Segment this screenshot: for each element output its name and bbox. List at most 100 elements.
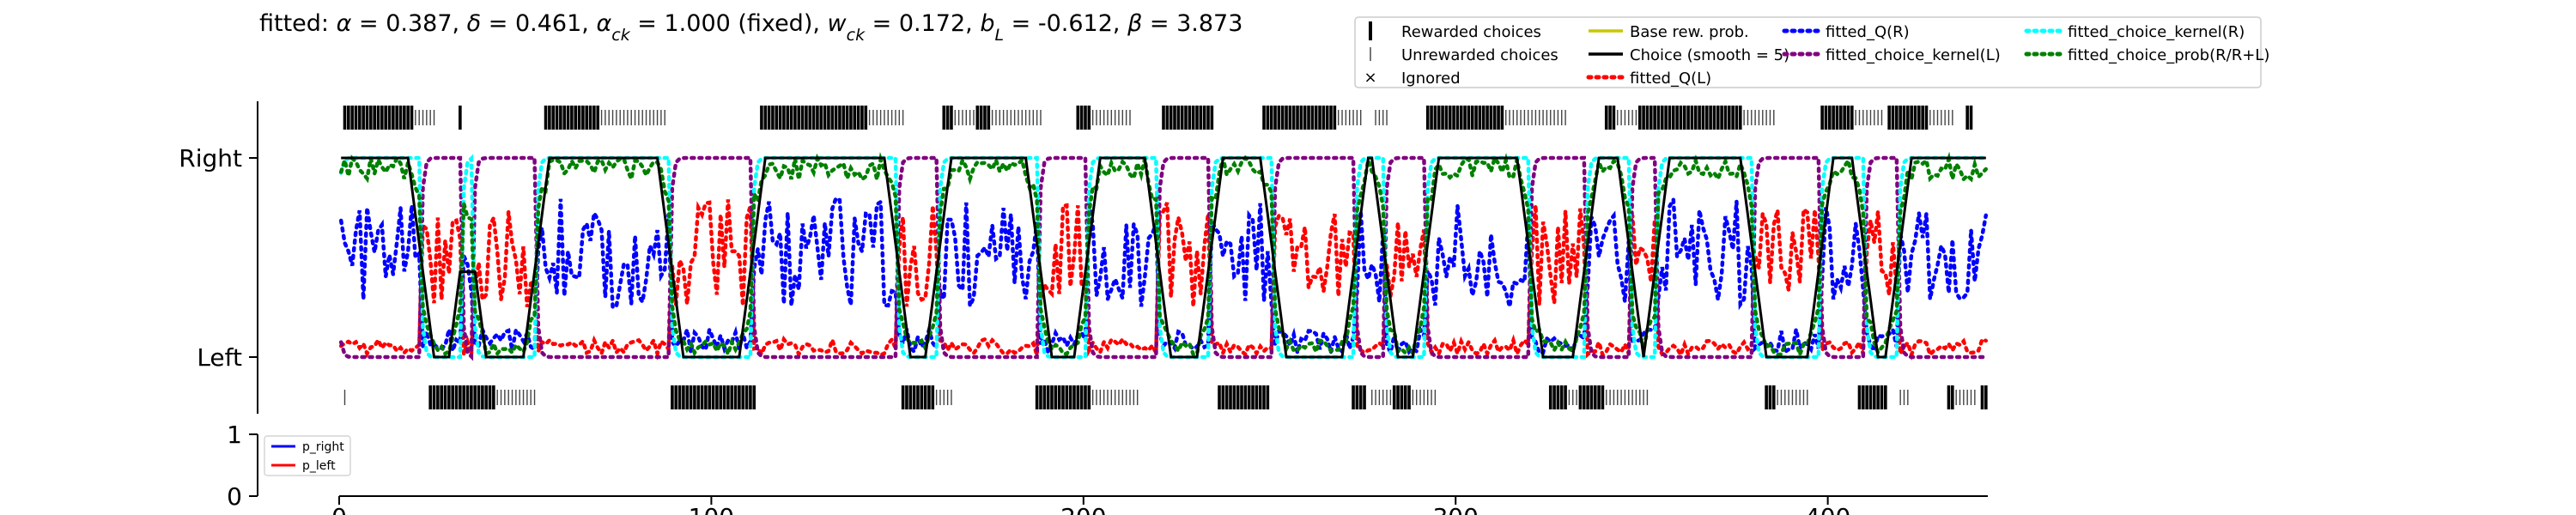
right-rewarded-choice-tick	[1891, 106, 1895, 130]
left-rewarded-choice-4	[1218, 385, 1270, 409]
right-rewarded-choice-tick	[1269, 106, 1273, 130]
right-rewarded-choice-tick	[1310, 106, 1315, 130]
model-curves	[338, 151, 1989, 361]
right-rewarded-choice-tick	[830, 106, 835, 130]
left-unrewarded-choice-tick	[1963, 390, 1965, 405]
title-part-1: α	[337, 10, 352, 37]
left-rewarded-choice-tick	[1251, 385, 1255, 409]
left-unrewarded-choice-tick	[1974, 390, 1976, 405]
right-unrewarded-choice-tick	[429, 110, 431, 125]
right-rewarded-choice-tick	[1843, 106, 1846, 130]
right-rewarded-choice-tick	[1478, 106, 1482, 130]
right-rewarded-choice-tick	[864, 106, 868, 130]
left-unrewarded-choice-5	[1412, 390, 1437, 405]
left-rewarded-choice-tick	[1042, 385, 1047, 409]
title-part-9: ck	[847, 26, 866, 45]
left-unrewarded-choice-tick	[1903, 390, 1905, 405]
right-rewarded-choice-tick	[841, 106, 846, 130]
right-unrewarded-choice-tick	[995, 110, 997, 125]
left-rewarded-choice-tick	[1582, 385, 1586, 409]
right-unrewarded-choice-tick	[653, 110, 654, 125]
legend-label: Unrewarded choices	[1401, 46, 1558, 64]
right-rewarded-choice-tick	[343, 106, 347, 130]
right-rewarded-choice-tick	[1303, 106, 1307, 130]
left-unrewarded-choice-tick	[946, 390, 949, 405]
right-unrewarded-choice-tick	[616, 110, 617, 125]
right-unrewarded-choice-tick	[1952, 110, 1953, 125]
left-unrewarded-choice-tick	[507, 390, 509, 405]
right-unrewarded-choice-8	[1505, 110, 1566, 125]
right-rewarded-choice-tick	[361, 106, 365, 130]
left-rewarded-choice-9	[1765, 385, 1776, 409]
right-rewarded-choice-tick	[1470, 106, 1474, 130]
right-rewarded-choice-tick	[1195, 106, 1199, 130]
x-tick-label-100: 100	[689, 503, 734, 515]
title-part-13: = -0.612,	[1004, 10, 1127, 37]
title-part-8: w	[828, 10, 848, 37]
right-unrewarded-choice-tick	[1754, 110, 1756, 125]
right-rewarded-choice-tick	[1441, 106, 1444, 130]
right-rewarded-choice-tick	[1828, 106, 1832, 130]
right-rewarded-choice-tick	[585, 106, 589, 130]
right-rewarded-choice-tick	[548, 106, 551, 130]
right-unrewarded-choice-tick	[1382, 110, 1384, 125]
right-rewarded-choice-tick	[1325, 106, 1329, 130]
right-rewarded-choice-tick	[1266, 106, 1270, 130]
left-unrewarded-choice-tick	[515, 390, 517, 405]
right-unrewarded-choice-tick	[1520, 110, 1522, 125]
left-rewarded-choice-tick	[689, 385, 693, 409]
left-rewarded-choice-tick	[1559, 385, 1564, 409]
right-rewarded-choice-tick	[1202, 106, 1206, 130]
right-rewarded-choice-tick	[1291, 106, 1296, 130]
right-rewarded-choice-tick	[403, 106, 406, 130]
right-unrewarded-choice-tick	[1352, 110, 1354, 125]
left-rewarded-choice-tick	[1593, 385, 1597, 409]
right-unrewarded-choice-6	[1338, 110, 1362, 125]
left-rewarded-choice-tick	[1087, 385, 1091, 409]
right-unrewarded-choice-tick	[1869, 110, 1872, 125]
left-rewarded-choice-tick	[1072, 385, 1076, 409]
right-unrewarded-choice-tick	[1516, 110, 1518, 125]
right-rewarded-choice-tick	[987, 106, 991, 130]
left-unrewarded-choice-tick	[519, 390, 520, 405]
right-unrewarded-choice-tick	[1944, 110, 1946, 125]
left-rewarded-choice-tick	[459, 385, 462, 409]
right-rewarded-choice-tick	[1277, 106, 1281, 130]
right-rewarded-choice-tick	[979, 106, 983, 130]
left-rewarded-choice-tick	[428, 385, 432, 409]
right-rewarded-choice-tick	[1910, 106, 1913, 130]
left-unrewarded-choice-tick	[1371, 390, 1373, 405]
right-rewarded-choice-tick	[376, 106, 380, 130]
right-unrewarded-choice-tick	[1036, 110, 1038, 125]
left-rewarded-choice-tick	[671, 385, 674, 409]
right-unrewarded-choice-10	[1743, 110, 1775, 125]
left-rewarded-choice-tick	[1065, 385, 1069, 409]
left-rewarded-choice-tick	[1084, 385, 1087, 409]
left-unrewarded-choice-tick	[1125, 390, 1127, 405]
legend-marker: ×	[1364, 69, 1376, 87]
right-unrewarded-choice-tick	[641, 110, 643, 125]
left-unrewarded-choice-tick	[943, 390, 945, 405]
right-rewarded-choice-14	[1965, 106, 1973, 130]
right-unrewarded-choice-tick	[1040, 110, 1042, 125]
right-rewarded-choice-tick	[860, 106, 864, 130]
right-rewarded-choice-tick	[398, 106, 403, 130]
left-rewarded-choice-tick	[901, 385, 905, 409]
left-rewarded-choice-tick	[492, 385, 495, 409]
left-rewarded-choice-tick	[488, 385, 492, 409]
right-unrewarded-choice-tick	[1936, 110, 1939, 125]
right-rewarded-choice-9	[1425, 106, 1504, 130]
right-unrewarded-choice-tick	[965, 110, 967, 125]
left-unrewarded-choice-7	[1606, 390, 1649, 405]
right-rewarded-choice-tick	[1656, 106, 1661, 130]
left-rewarded-choice-6	[1392, 385, 1411, 409]
reward-rate-plot: 0 1 0 100 200 300 400 p_right p_left	[227, 421, 1988, 515]
right-unrewarded-choice-3	[954, 110, 975, 125]
right-unrewarded-choice-tick	[422, 110, 424, 125]
right-rewarded-choice-tick	[596, 106, 600, 130]
left-unrewarded-choice-tick	[1378, 390, 1381, 405]
right-rewarded-choice-tick	[1087, 106, 1091, 130]
right-unrewarded-choice-tick	[418, 110, 420, 125]
right-rewarded-choice-tick	[1288, 106, 1292, 130]
